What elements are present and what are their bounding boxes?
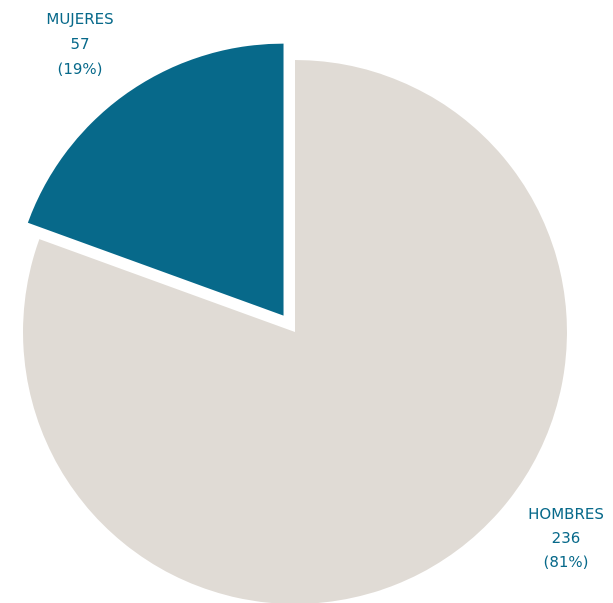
slice-label-mujeres: MUJERES 57 (19%) [46,10,113,78]
pie-slices [23,43,567,603]
mujeres-value-label: 57 [70,35,89,53]
pie-slice-hombres [23,60,567,603]
mujeres-percent-label: (19%) [57,60,102,78]
pie-slice-mujeres [27,43,284,316]
mujeres-name-label: MUJERES [46,10,113,28]
hombres-value-label: 236 [552,529,581,547]
slice-label-hombres: HOMBRES 236 (81%) [528,505,604,571]
hombres-percent-label: (81%) [543,553,588,571]
hombres-name-label: HOMBRES [528,505,604,523]
